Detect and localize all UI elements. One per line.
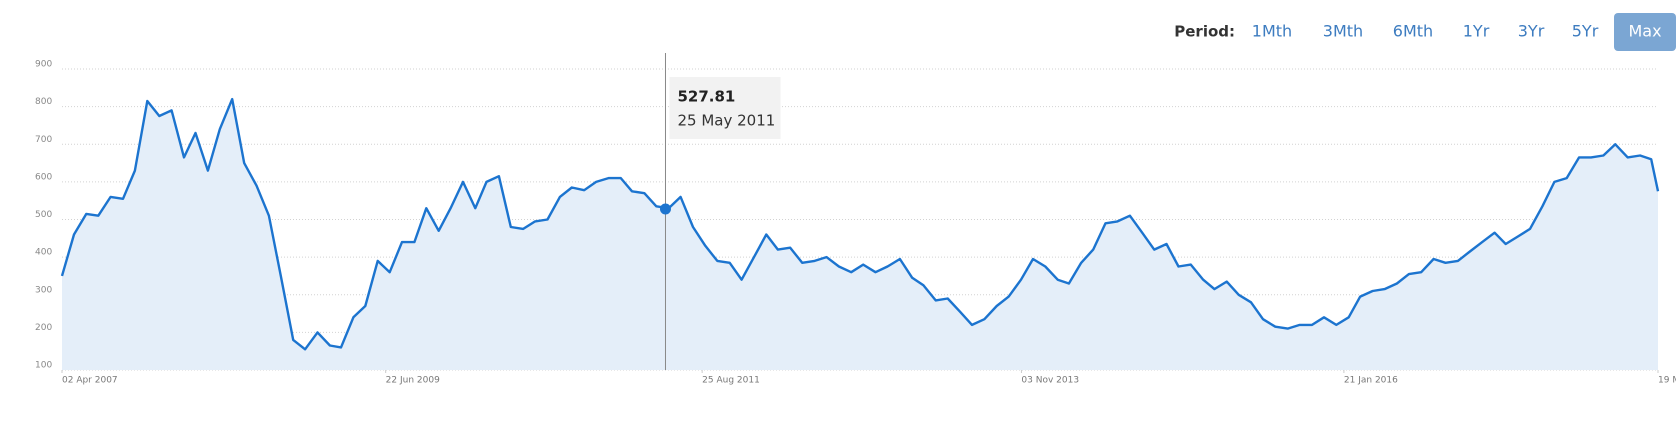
hover-marker bbox=[659, 203, 671, 215]
x-tick-label: 21 Jan 2016 bbox=[1344, 376, 1398, 386]
price-line bbox=[60, 97, 1660, 351]
y-tick-label: 300 bbox=[35, 285, 52, 295]
period-option[interactable]: 5Yr bbox=[1572, 22, 1599, 41]
period-button-active[interactable] bbox=[1614, 13, 1676, 51]
x-tick-label: 19 M bbox=[1658, 376, 1676, 386]
period-option[interactable]: 1Mth bbox=[1252, 22, 1292, 41]
period-option[interactable]: Max bbox=[1628, 22, 1661, 41]
y-tick-label: 900 bbox=[35, 60, 52, 70]
period-option[interactable]: 3Mth bbox=[1323, 22, 1363, 41]
x-tick-label: 02 Apr 2007 bbox=[62, 376, 118, 386]
period-option[interactable]: 1Yr bbox=[1463, 22, 1490, 41]
y-tick-label: 700 bbox=[35, 135, 52, 145]
x-tick-label: 22 Jun 2009 bbox=[386, 376, 440, 386]
period-label: Period: bbox=[1174, 23, 1235, 41]
period-option[interactable]: 3Yr bbox=[1518, 22, 1545, 41]
tooltip-box bbox=[669, 77, 781, 139]
y-tick-label: 100 bbox=[35, 361, 52, 371]
tooltip-date: 25 May 2011 bbox=[677, 112, 775, 130]
area-fill bbox=[62, 99, 1658, 370]
y-tick-label: 800 bbox=[35, 97, 52, 107]
tooltip-value: 527.81 bbox=[677, 88, 735, 106]
y-tick-label: 200 bbox=[35, 323, 52, 333]
period-option[interactable]: 6Mth bbox=[1393, 22, 1433, 41]
x-tick-label: 25 Aug 2011 bbox=[702, 376, 760, 386]
y-tick-label: 400 bbox=[35, 248, 52, 258]
x-tick-label: 03 Nov 2013 bbox=[1021, 376, 1079, 386]
y-tick-label: 600 bbox=[35, 172, 52, 182]
y-tick-label: 500 bbox=[35, 210, 52, 220]
